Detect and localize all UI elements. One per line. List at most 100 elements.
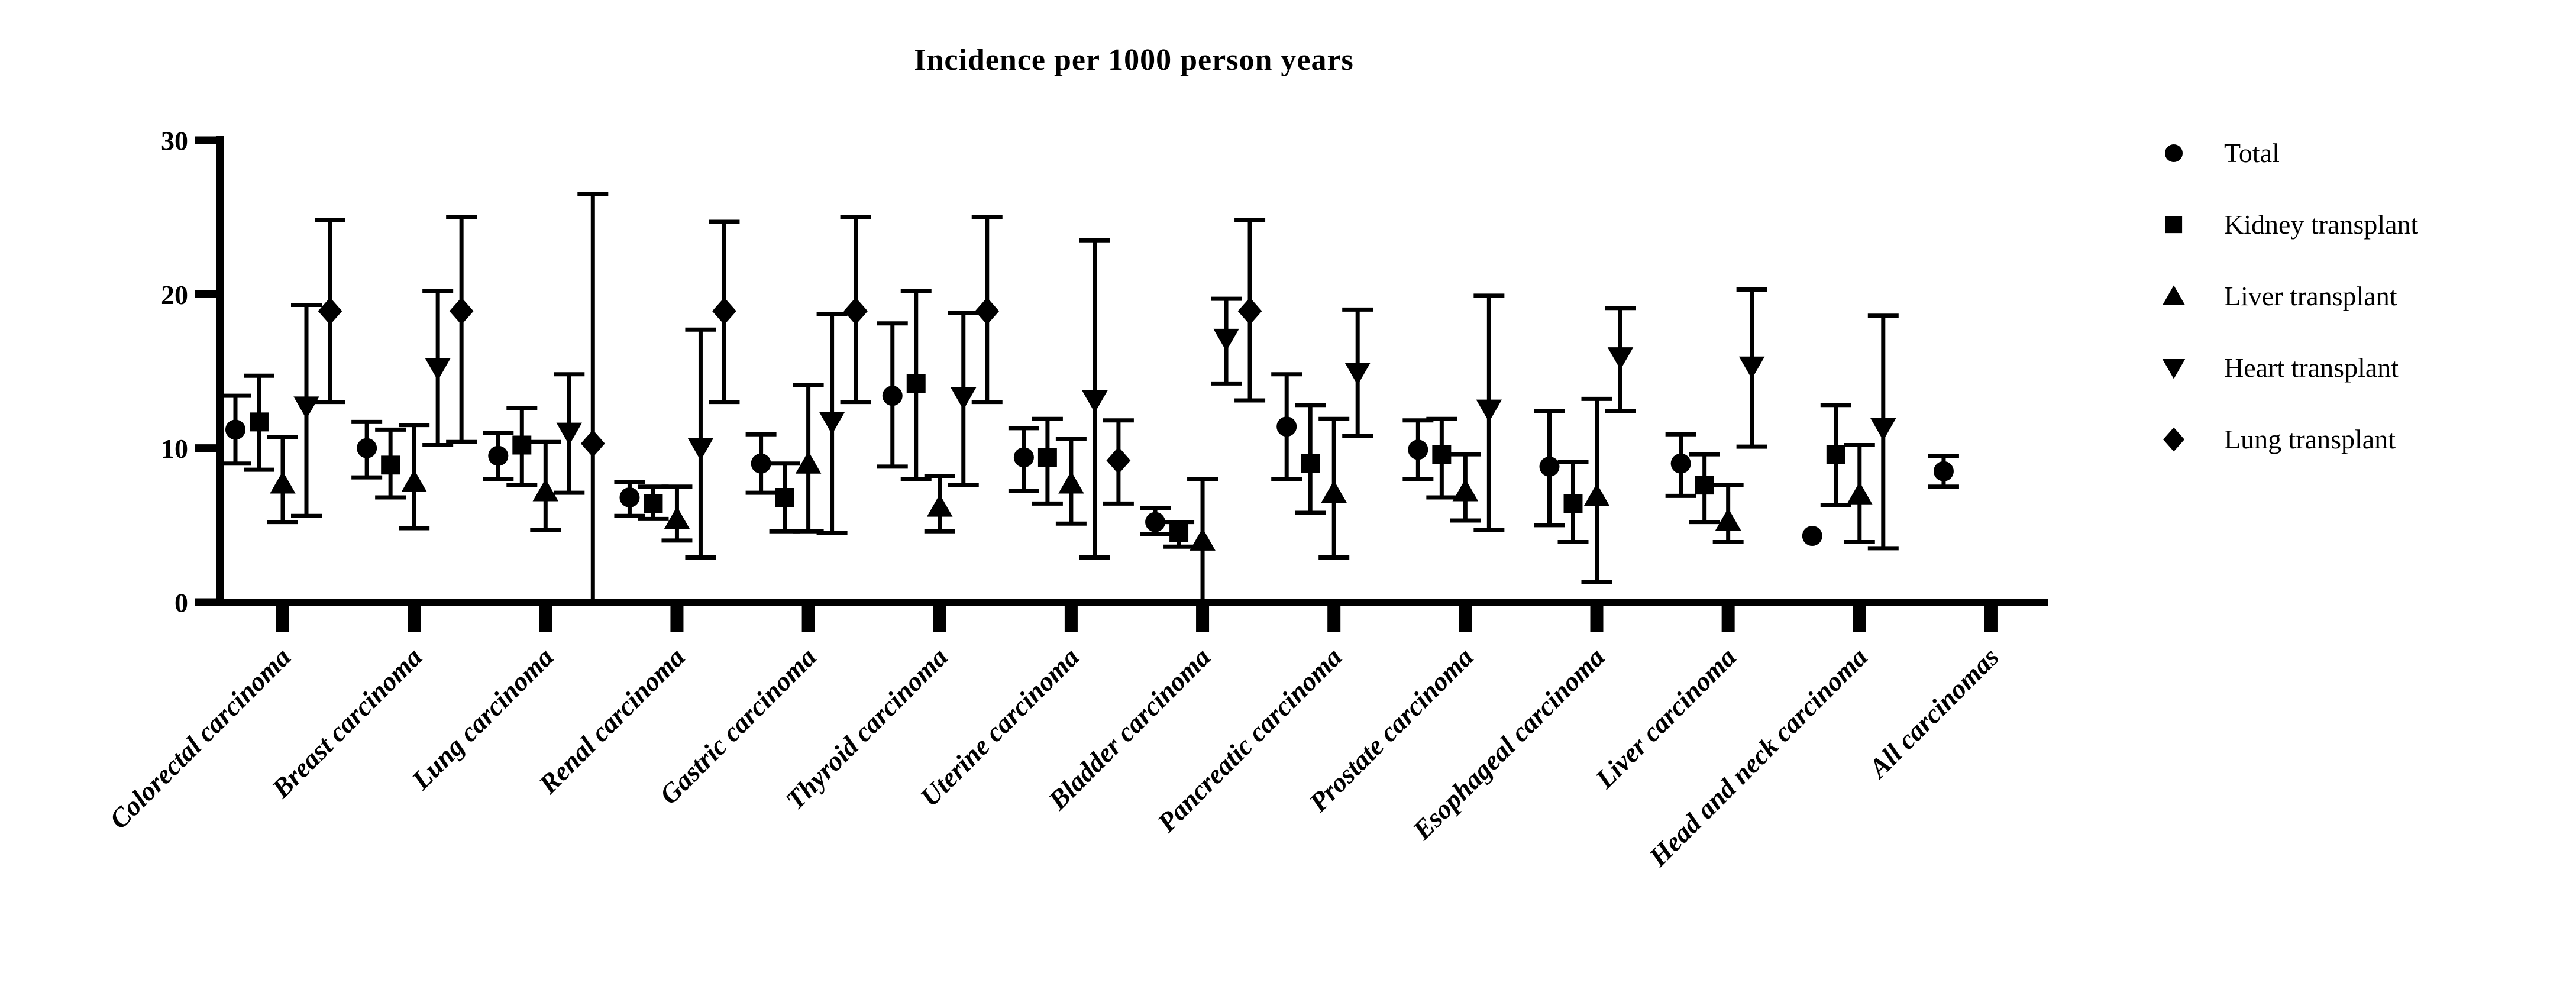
marker-total-liver-carcinoma: [1670, 453, 1691, 474]
legend-label-liver-transplant: Liver transplant: [2224, 281, 2397, 311]
marker-total-colorectal-carcinoma: [225, 419, 245, 440]
legend-label-total: Total: [2224, 138, 2280, 168]
marker-heart-transplant-breast-carcinoma: [425, 358, 451, 381]
marker-lung-transplant-lung-carcinoma: [580, 429, 605, 457]
marker-liver-transplant-renal-carcinoma: [664, 506, 690, 529]
marker-heart-transplant-thyroid-carcinoma: [950, 387, 977, 410]
triangle-up-glyph: [2162, 284, 2186, 305]
x-label-13: Head and neck carcinoma: [1643, 642, 1873, 872]
marker-heart-transplant-bladder-carcinoma: [1213, 328, 1239, 351]
x-label-1: Colorectal carcinoma: [104, 642, 296, 835]
legend-marker-triangle-up: [2162, 284, 2186, 305]
legend-marker-diamond: [2163, 427, 2184, 451]
marker-kidney-transplant-bladder-carcinoma: [1169, 523, 1189, 542]
marker-heart-transplant-colorectal-carcinoma: [293, 396, 319, 419]
marker-lung-transplant-bladder-carcinoma: [1237, 297, 1262, 325]
marker-liver-transplant-breast-carcinoma: [401, 469, 427, 492]
legend-marker-circle: [2165, 144, 2183, 162]
legend-label-kidney-transplant: Kidney transplant: [2224, 209, 2419, 240]
x-tick-11: [1590, 600, 1604, 632]
marker-kidney-transplant-pancreatic-carcinoma: [1301, 454, 1320, 473]
marker-lung-transplant-thyroid-carcinoma: [975, 297, 1000, 325]
x-tick-9: [1327, 600, 1341, 632]
marker-total-thyroid-carcinoma: [882, 386, 903, 406]
legend-item-total: Total: [2160, 117, 2418, 189]
marker-kidney-transplant-breast-carcinoma: [381, 455, 400, 475]
marker-heart-transplant-liver-carcinoma: [1738, 356, 1765, 379]
marker-kidney-transplant-lung-carcinoma: [512, 435, 532, 455]
legend: Total Kidney transplant Liver transplant…: [2160, 117, 2418, 475]
triangle-down-glyph: [2162, 358, 2186, 379]
x-label-14: All carcinomas: [1862, 642, 2005, 784]
square-marker-icon: [2160, 211, 2187, 238]
marker-liver-transplant-liver-carcinoma: [1715, 507, 1741, 531]
marker-heart-transplant-pancreatic-carcinoma: [1344, 363, 1371, 386]
marker-liver-transplant-colorectal-carcinoma: [270, 471, 296, 494]
marker-kidney-transplant-uterine-carcinoma: [1037, 448, 1057, 467]
y-tick-label-10: 10: [161, 434, 188, 464]
marker-heart-transplant-gastric-carcinoma: [819, 412, 845, 435]
marker-liver-transplant-thyroid-carcinoma: [926, 494, 953, 517]
x-tick-12: [1721, 600, 1735, 632]
x-tick-4: [670, 600, 684, 632]
marker-liver-transplant-prostate-carcinoma: [1452, 479, 1479, 502]
marker-lung-transplant-renal-carcinoma: [712, 297, 736, 325]
marker-liver-transplant-uterine-carcinoma: [1058, 471, 1084, 494]
marker-kidney-transplant-head-and-neck-carcinoma: [1826, 445, 1845, 464]
marker-lung-transplant-gastric-carcinoma: [843, 297, 868, 325]
marker-kidney-transplant-thyroid-carcinoma: [906, 374, 926, 393]
marker-kidney-transplant-prostate-carcinoma: [1432, 445, 1452, 464]
circle-glyph: [2165, 144, 2183, 162]
x-tick-3: [539, 600, 552, 632]
legend-item-kidney-transplant: Kidney transplant: [2160, 189, 2418, 260]
marker-kidney-transplant-gastric-carcinoma: [775, 487, 794, 507]
y-tick-label-20: 20: [161, 280, 188, 310]
x-tick-14: [1984, 600, 1998, 632]
marker-heart-transplant-lung-carcinoma: [556, 422, 583, 445]
marker-kidney-transplant-renal-carcinoma: [644, 494, 663, 513]
x-tick-13: [1853, 600, 1866, 632]
legend-item-heart-transplant: Heart transplant: [2160, 332, 2418, 403]
marker-total-pancreatic-carcinoma: [1276, 416, 1297, 437]
marker-total-prostate-carcinoma: [1408, 439, 1428, 460]
diamond-glyph: [2163, 427, 2184, 451]
marker-heart-transplant-prostate-carcinoma: [1476, 399, 1502, 422]
marker-liver-transplant-lung-carcinoma: [532, 479, 559, 502]
diamond-marker-icon: [2160, 426, 2187, 453]
marker-liver-transplant-pancreatic-carcinoma: [1321, 480, 1347, 503]
legend-label-lung-transplant: Lung transplant: [2224, 424, 2396, 454]
x-tick-2: [408, 600, 421, 632]
circle-marker-icon: [2160, 140, 2187, 167]
legend-marker-square: [2165, 216, 2183, 233]
marker-liver-transplant-esophageal-carcinoma: [1583, 483, 1610, 506]
marker-heart-transplant-head-and-neck-carcinoma: [1870, 418, 1896, 441]
marker-kidney-transplant-liver-carcinoma: [1695, 476, 1714, 495]
marker-total-all-carcinomas: [1933, 461, 1954, 481]
chart-title: Incidence per 1000 person years: [914, 43, 1354, 77]
marker-total-uterine-carcinoma: [1013, 447, 1034, 468]
marker-total-gastric-carcinoma: [751, 453, 771, 474]
marker-heart-transplant-renal-carcinoma: [687, 438, 714, 461]
triangle-up-marker-icon: [2160, 283, 2187, 310]
marker-total-renal-carcinoma: [619, 487, 640, 507]
x-tick-8: [1196, 600, 1210, 632]
legend-marker-triangle-down: [2162, 358, 2186, 379]
x-label-3: Lung carcinoma: [405, 642, 559, 796]
triangle-down-marker-icon: [2160, 354, 2187, 382]
marker-lung-transplant-uterine-carcinoma: [1106, 447, 1131, 474]
x-tick-7: [1064, 600, 1078, 632]
marker-lung-transplant-breast-carcinoma: [449, 297, 474, 325]
marker-total-bladder-carcinoma: [1145, 512, 1166, 532]
marker-liver-transplant-head-and-neck-carcinoma: [1847, 481, 1873, 505]
marker-lung-transplant-colorectal-carcinoma: [318, 297, 342, 325]
marker-kidney-transplant-esophageal-carcinoma: [1563, 494, 1583, 513]
x-tick-5: [801, 600, 815, 632]
legend-item-lung-transplant: Lung transplant: [2160, 403, 2418, 475]
x-tick-10: [1459, 600, 1472, 632]
marker-total-lung-carcinoma: [488, 445, 509, 466]
marker-heart-transplant-uterine-carcinoma: [1082, 390, 1108, 413]
x-tick-1: [276, 600, 289, 632]
y-tick-label-0: 0: [174, 588, 188, 618]
square-glyph: [2165, 216, 2183, 233]
